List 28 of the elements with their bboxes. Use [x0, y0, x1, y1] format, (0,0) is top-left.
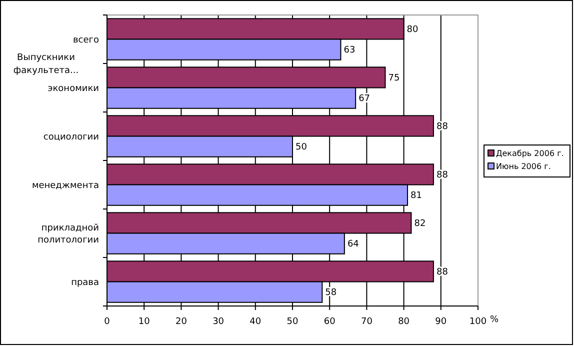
data-label: 50: [296, 142, 308, 153]
x-tick-label: 50: [286, 316, 298, 327]
legend-label: Июнь 2006 г.: [496, 162, 551, 171]
y-tick-label: экономики: [48, 84, 100, 94]
data-label: 80: [406, 25, 419, 36]
data-label: 75: [388, 74, 400, 84]
x-tick-label: 10: [138, 316, 150, 327]
y-tick-label: всего: [72, 35, 100, 46]
x-tick-label: 40: [250, 316, 262, 327]
y-axis-title: Выпускники факультета...: [13, 53, 79, 76]
data-label: 64: [347, 240, 360, 250]
x-tick-label: 90: [435, 316, 447, 327]
x-tick-label: 0: [104, 316, 110, 327]
y-tick-label: права: [71, 278, 99, 288]
x-tick-label: 30: [212, 316, 224, 327]
x-tick-label: 20: [175, 316, 188, 327]
x-tick-label: 80: [398, 316, 410, 327]
y-tick-label: прикладной политологии: [38, 223, 100, 246]
y-tick-label: социологии: [43, 132, 100, 142]
data-label: 63: [344, 46, 356, 56]
legend-label: Декабрь 2006 г.: [496, 148, 564, 158]
data-label: 81: [410, 191, 422, 202]
y-tick-label: менеджмента: [32, 180, 99, 191]
x-tick-label: 60: [324, 316, 336, 327]
data-label: 82: [414, 219, 426, 230]
x-tick-label: 70: [360, 316, 373, 327]
x-axis-title: %: [490, 315, 499, 325]
x-tick-label: 100: [469, 316, 487, 327]
